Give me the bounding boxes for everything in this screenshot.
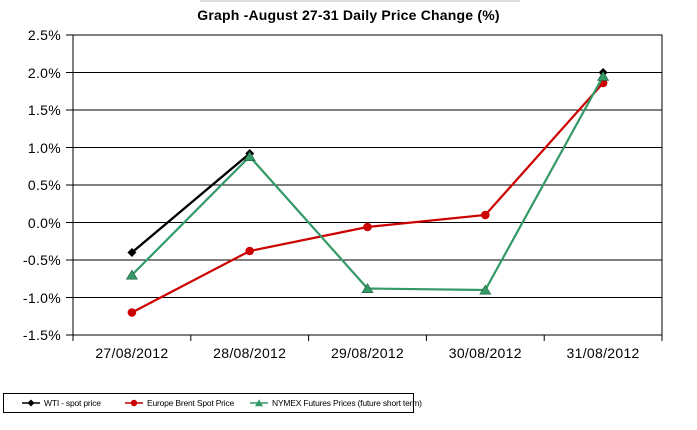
series-line-3 bbox=[131, 75, 605, 292]
chart-title: Graph -August 27-31 Daily Price Change (… bbox=[197, 7, 500, 23]
x-tick-label: 31/08/2012 bbox=[566, 345, 640, 361]
x-tick-label: 29/08/2012 bbox=[330, 345, 405, 361]
y-tick-label: 1.5% bbox=[27, 102, 61, 118]
legend: WTI - spot price Europe Brent Spot Price… bbox=[3, 393, 422, 413]
y-tick-label: -1.5% bbox=[22, 327, 61, 343]
x-tick-label: 28/08/2012 bbox=[213, 345, 287, 361]
marker-triangle bbox=[125, 269, 138, 280]
series-line-1 bbox=[131, 152, 251, 254]
marker-circle bbox=[245, 246, 254, 256]
marker-circle bbox=[127, 308, 137, 317]
x-tick-label: 27/08/2012 bbox=[95, 345, 169, 361]
y-tick-label: -0.5% bbox=[22, 252, 61, 268]
y-tick-label: 1.0% bbox=[27, 139, 61, 156]
marker-triangle bbox=[479, 284, 492, 295]
marker-triangle bbox=[243, 151, 256, 161]
marker-triangle bbox=[361, 283, 374, 293]
y-tick-label: 2.0% bbox=[27, 64, 61, 81]
marker-circle bbox=[481, 210, 490, 220]
y-tick-label: 0.5% bbox=[27, 177, 61, 193]
marker-diamond bbox=[127, 248, 137, 257]
legend-label: NYMEX Futures Prices (future short term) bbox=[272, 398, 422, 408]
marker-circle bbox=[363, 222, 372, 232]
series-line-2 bbox=[131, 82, 604, 314]
legend-entry-nymex: NYMEX Futures Prices (future short term) bbox=[249, 394, 422, 412]
y-tick-label: 0.0% bbox=[27, 214, 61, 231]
legend-marker-diamond-icon bbox=[22, 399, 40, 407]
y-tick-label: -1.0% bbox=[22, 289, 61, 306]
x-tick-label: 30/08/2012 bbox=[448, 345, 522, 361]
legend-entry-wti: WTI - spot price bbox=[21, 394, 101, 412]
marker-triangle bbox=[597, 70, 610, 81]
legend-marker-triangle-icon bbox=[250, 399, 268, 407]
legend-label: WTI - spot price bbox=[44, 398, 101, 408]
top-edge-artifact bbox=[200, 0, 520, 2]
legend-label: Europe Brent Spot Price bbox=[147, 398, 235, 408]
y-tick-label: 2.5% bbox=[27, 27, 61, 43]
legend-entry-brent: Europe Brent Spot Price bbox=[124, 394, 234, 412]
legend-marker-circle-icon bbox=[125, 399, 143, 407]
